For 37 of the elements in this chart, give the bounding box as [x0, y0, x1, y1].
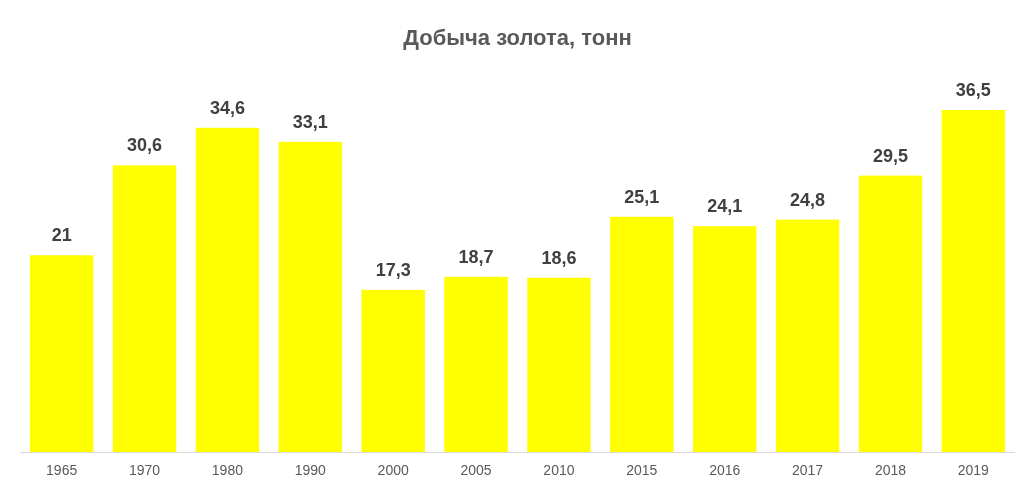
data-label: 24,8 [790, 189, 826, 210]
bar [610, 216, 674, 452]
data-label: 36,5 [955, 80, 991, 100]
bar [527, 277, 591, 452]
x-tick-label: 1970 [128, 462, 161, 478]
bar [444, 276, 508, 452]
x-tick-label: 1990 [294, 462, 327, 478]
data-label: 21 [51, 225, 72, 246]
bar [693, 226, 757, 452]
x-tick-label: 2018 [874, 462, 907, 478]
data-label: 18,6 [541, 247, 577, 268]
bar [361, 289, 425, 452]
data-label: 30,6 [127, 135, 163, 156]
data-label: 33,1 [292, 111, 328, 132]
x-tick-label: 2005 [460, 462, 492, 478]
x-tick-label: 2010 [543, 462, 575, 478]
x-tick-label: 2016 [709, 462, 741, 478]
chart-title: Добыча золота, тонн [403, 25, 632, 50]
data-label: 24,1 [707, 196, 743, 217]
x-tick-label: 2015 [626, 462, 658, 478]
data-label: 34,6 [209, 97, 245, 118]
x-tick-label: 2000 [377, 462, 409, 478]
bar [775, 219, 840, 452]
bar [858, 175, 923, 452]
data-label: 25,1 [624, 186, 660, 207]
x-tick-label: 1965 [46, 462, 78, 478]
x-tick-label: 2019 [957, 462, 990, 478]
bar [278, 141, 342, 452]
bar [195, 127, 260, 452]
x-tick-label: 1980 [211, 462, 244, 478]
bar [941, 110, 1006, 452]
x-tick-label: 2017 [792, 462, 824, 478]
data-label: 29,5 [872, 145, 908, 166]
data-label: 17,3 [375, 259, 411, 280]
bar [29, 255, 94, 452]
data-label: 18,7 [458, 246, 494, 267]
bar [112, 165, 177, 452]
